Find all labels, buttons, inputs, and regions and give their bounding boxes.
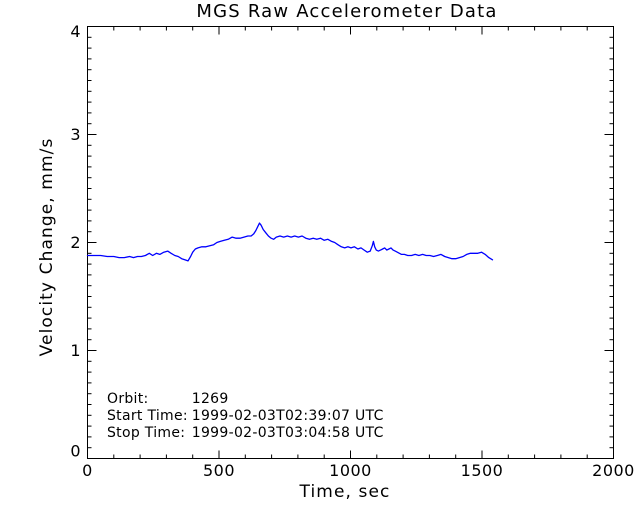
x-tick-label: 500 (203, 461, 235, 480)
velocity-data-line (86, 222, 494, 262)
y-tick-label: 1 (70, 341, 81, 360)
annotation-start-time-label: Start Time: (107, 408, 188, 424)
x-tick-label: 1500 (461, 461, 504, 480)
x-axis-ticks (87, 26, 614, 459)
annotation-start-time-value: 1999-02-03T02:39:07 UTC (191, 408, 384, 424)
annotation-stop-time-label: Stop Time: (107, 425, 186, 441)
y-tick-label: 0 (70, 442, 81, 461)
y-axis-label: Velocity Change, mm/s (37, 138, 57, 357)
x-axis-label: Time, sec (299, 482, 391, 502)
x-tick-label: 1000 (329, 461, 372, 480)
annotation-stop-time: Stop Time: 1999-02-03T03:04:58 UTC (107, 425, 384, 442)
annotation-orbit: Orbit: 1269 (107, 391, 384, 408)
y-tick-label: 2 (70, 233, 81, 252)
annotation-orbit-value: 1269 (191, 391, 229, 407)
annotation-start-time: Start Time: 1999-02-03T02:39:07 UTC (107, 408, 384, 425)
chart-title: MGS Raw Accelerometer Data (196, 1, 497, 22)
annotation-stop-time-value: 1999-02-03T03:04:58 UTC (191, 425, 384, 441)
y-tick-label: 3 (70, 125, 81, 144)
annotation-orbit-label: Orbit: (107, 391, 149, 407)
x-axis-tick-labels: 0 500 1000 1500 2000 (82, 461, 635, 480)
x-tick-label: 0 (82, 461, 93, 480)
y-tick-label: 4 (70, 22, 81, 41)
x-tick-label: 2000 (592, 461, 635, 480)
y-axis-ticks (87, 26, 614, 459)
y-axis-tick-labels: 0 1 2 3 4 (70, 22, 81, 461)
annotation-block: Orbit: 1269 Start Time: 1999-02-03T02:39… (107, 391, 384, 442)
